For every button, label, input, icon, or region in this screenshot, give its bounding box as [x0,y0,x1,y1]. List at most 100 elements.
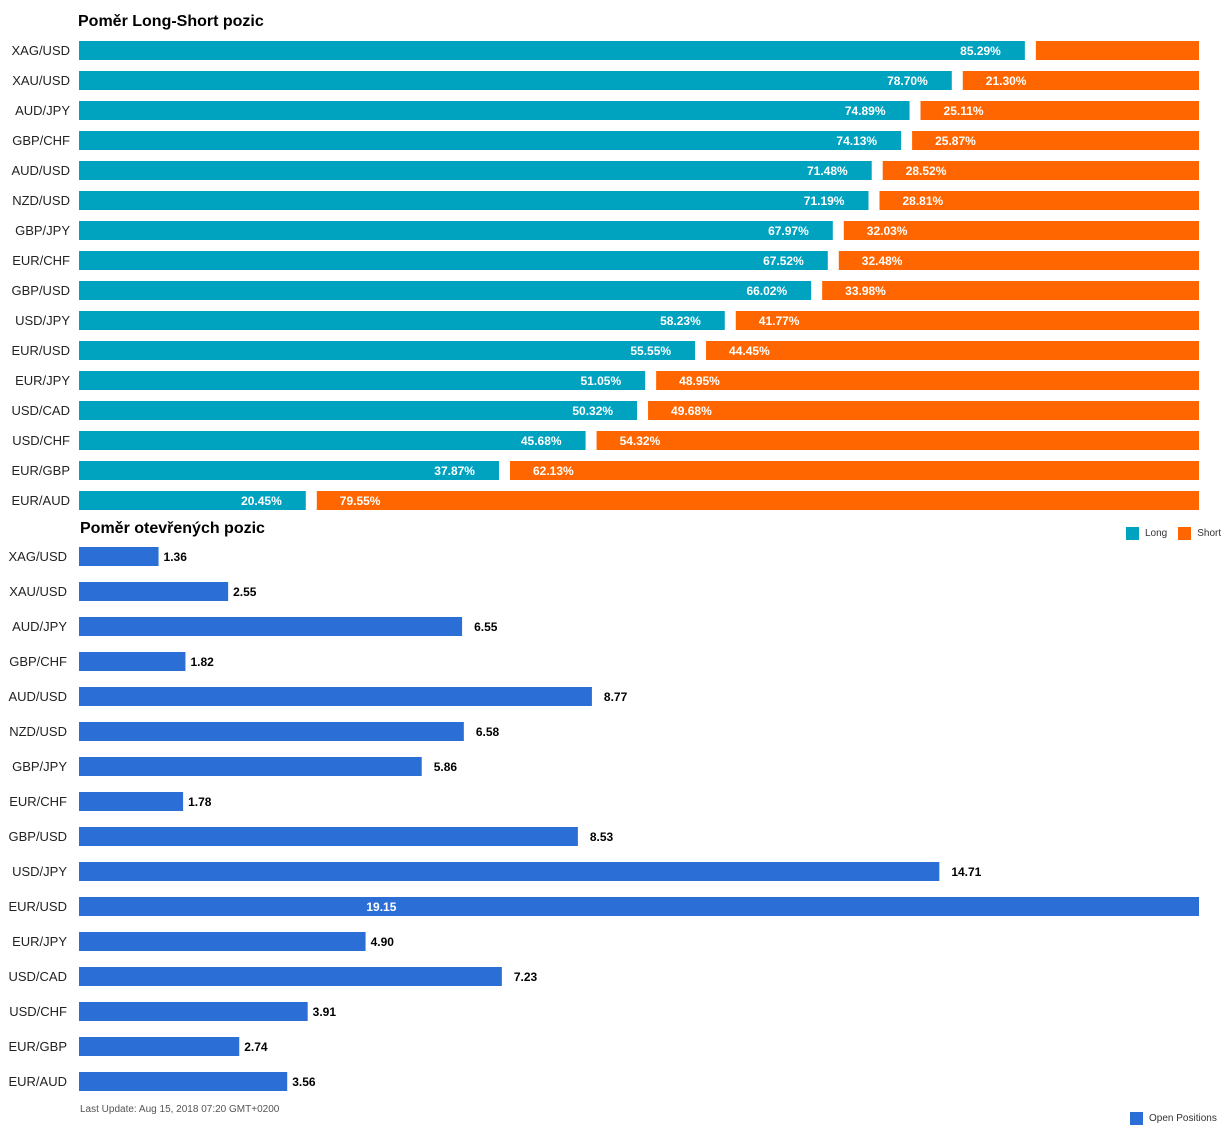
open-positions-value-label: 5.86 [434,760,458,774]
open-positions-value-label: 1.82 [190,655,214,669]
long-value-label: 20.45% [241,494,282,508]
short-bar [962,71,1199,90]
long-value-label: 71.48% [807,164,848,178]
category-label: EUR/AUD [8,1074,67,1089]
open-positions-value-label: 14.71 [951,865,981,879]
short-bar [706,341,1199,360]
open-positions-bar [79,862,940,881]
long-value-label: 67.52% [763,254,804,268]
short-value-label: 21.30% [986,74,1027,88]
short-legend-swatch [1178,527,1192,540]
long-bar [79,71,952,90]
long-bar [79,281,812,300]
long-bar [79,161,872,180]
category-label: GBP/USD [8,829,67,844]
long-bar [79,341,696,360]
category-label: AUD/USD [8,689,67,704]
category-label: EUR/JPY [15,373,70,388]
short-bar [838,251,1199,270]
open-positions-value-label: 2.55 [233,585,257,599]
open-positions-value-label: 6.58 [476,725,500,739]
open-positions-value-label: 2.74 [244,1040,268,1054]
short-bar [656,371,1199,390]
open-positions-bar [79,722,464,741]
category-label: USD/CHF [12,433,70,448]
short-legend-label: Short [1197,528,1222,539]
open-positions-bar [79,1002,308,1021]
open-positions-bar [79,547,159,566]
long-legend-swatch [1126,527,1139,540]
category-label: XAG/USD [8,549,67,564]
short-bar [1035,41,1199,60]
long-bar [79,401,638,420]
short-bar [920,101,1199,120]
short-value-label: 54.32% [620,434,661,448]
long-bar [79,221,833,240]
long-short-legend: Long Short [1126,527,1221,540]
category-label: AUD/JPY [15,103,70,118]
short-bar [735,311,1199,330]
category-label: USD/CHF [9,1004,67,1019]
long-value-label: 58.23% [660,314,701,328]
category-label: EUR/GBP [11,463,70,478]
short-value-label: 48.95% [679,374,720,388]
long-bar [79,41,1025,60]
open-positions-bar [79,932,366,951]
category-label: USD/CAD [11,403,70,418]
short-bar [879,191,1199,210]
short-value-label: 25.87% [935,134,976,148]
short-bar [843,221,1199,240]
short-value-label: 32.48% [862,254,903,268]
long-value-label: 67.97% [768,224,809,238]
short-value-label: 32.03% [867,224,908,238]
long-short-chart-title: Poměr Long-Short pozic [78,13,264,30]
long-value-label: 71.19% [804,194,845,208]
open-positions-value-label: 3.91 [313,1005,337,1019]
short-bar [596,431,1199,450]
short-bar [509,461,1200,480]
long-bar [79,371,646,390]
long-value-label: 74.13% [836,134,877,148]
long-bar [79,191,869,210]
category-label: NZD/USD [9,724,67,739]
open-positions-value-label: 4.90 [371,935,395,949]
category-label: USD/JPY [15,313,70,328]
open-positions-value-label: 1.78 [188,795,212,809]
open-positions-bar [79,792,184,811]
long-bar [79,131,902,150]
category-label: EUR/USD [11,343,70,358]
open-positions-bar [79,757,422,776]
short-bar [316,491,1199,510]
category-label: USD/JPY [12,864,67,879]
category-label: GBP/USD [11,283,70,298]
open-positions-bar [79,1037,240,1056]
long-value-label: 37.87% [434,464,475,478]
open-positions-value-label: 3.56 [292,1075,316,1089]
long-legend-label: Long [1145,528,1168,539]
category-label: EUR/AUD [11,493,70,508]
category-label: GBP/JPY [12,759,67,774]
long-value-label: 51.05% [580,374,621,388]
open-positions-bar [79,827,578,846]
open-positions-value-label: 8.53 [590,830,614,844]
category-label: EUR/CHF [12,253,70,268]
short-value-label: 28.81% [902,194,943,208]
open-positions-value-label: 19.15 [366,900,396,914]
category-label: XAU/USD [12,73,70,88]
short-value-label: 49.68% [671,404,712,418]
short-value-label: 25.11% [944,104,984,118]
category-label: XAU/USD [9,584,67,599]
long-value-label: 85.29% [960,44,1001,58]
long-value-label: 45.68% [521,434,562,448]
short-bar [882,161,1199,180]
category-label: EUR/USD [8,899,67,914]
short-bar [822,281,1199,300]
category-label: EUR/CHF [9,794,67,809]
open-positions-bar [79,582,229,601]
short-value-label: 79.55% [340,494,381,508]
open-positions-value-label: 7.23 [514,970,538,984]
open-positions-value-label: 8.77 [604,690,628,704]
category-label: GBP/CHF [9,654,67,669]
category-label: USD/CAD [8,969,67,984]
short-value-label: 62.13% [533,464,574,478]
